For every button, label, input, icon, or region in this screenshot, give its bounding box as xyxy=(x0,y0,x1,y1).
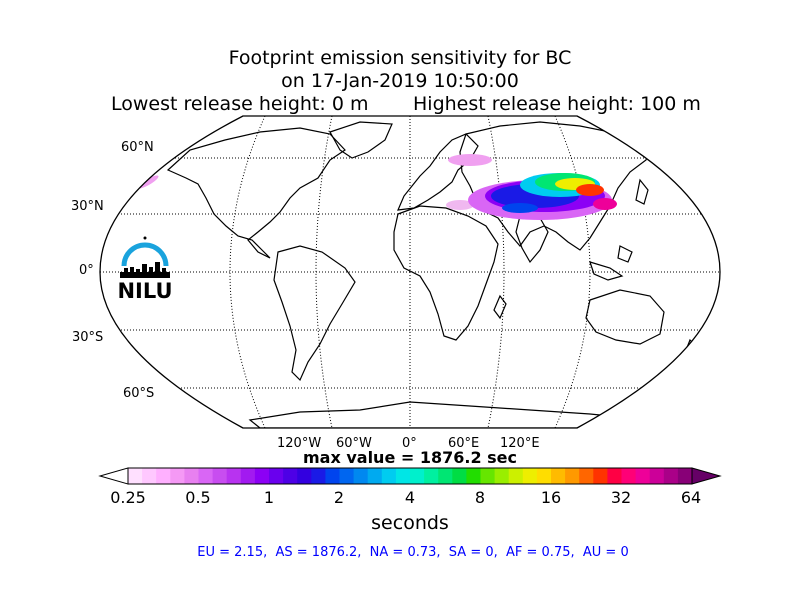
lon-label-0: 0° xyxy=(402,436,417,451)
lowest-release-height: Lowest release height: 0 m xyxy=(111,93,369,115)
lat-label-30s: 30°S xyxy=(72,330,104,345)
lat-label-30n: 30°N xyxy=(71,199,104,214)
colorbar-cell xyxy=(522,468,538,484)
colorbar-cell xyxy=(381,468,397,484)
colorbar-cell xyxy=(339,468,355,484)
colorbar-min-extension xyxy=(98,467,129,485)
max-value-label: max value = 1876.2 sec xyxy=(302,448,518,467)
lon-label-120e: 120°E xyxy=(500,436,540,451)
colorbar-max-extension xyxy=(691,467,722,485)
colorbar-cell xyxy=(438,468,453,484)
regional-stats: EU = 2.15, AS = 1876.2, NA = 0.73, SA = … xyxy=(197,545,629,560)
highest-release-height: Highest release height: 100 m xyxy=(413,93,701,115)
colorbar-cell xyxy=(424,468,439,484)
colorbar-cell xyxy=(254,468,270,484)
map-boundary xyxy=(99,115,721,429)
emission-sensitivity-plume xyxy=(137,154,617,220)
colorbar-cell xyxy=(410,468,425,484)
colorbar-cell xyxy=(466,468,481,484)
colorbar-tick-8: 64 xyxy=(680,488,702,507)
nilu-logo: NILU xyxy=(114,234,176,304)
colorbar-tick-7: 32 xyxy=(610,488,632,507)
colorbar-tick-0: 0.25 xyxy=(110,488,146,507)
colorbar-cell xyxy=(283,468,298,484)
colorbar-cell xyxy=(579,468,594,484)
title-line-2: on 17-Jan-2019 10:50:00 xyxy=(281,70,519,92)
colorbar-cell xyxy=(593,468,608,484)
colorbar-tick-2: 1 xyxy=(263,488,275,507)
colorbar-cell xyxy=(297,468,312,484)
colorbar-cell xyxy=(226,468,242,484)
colorbar-tick-5: 8 xyxy=(474,488,486,507)
title-line-1: Footprint emission sensitivity for BC xyxy=(228,47,572,69)
colorbar-cell xyxy=(240,468,256,484)
colorbar-cell xyxy=(269,468,284,484)
colorbar-cell xyxy=(480,468,496,484)
colorbar-tick-3: 2 xyxy=(333,488,345,507)
colorbar-unit: seconds xyxy=(371,512,449,534)
colorbar-cell xyxy=(635,468,651,484)
colorbar-cell xyxy=(353,468,369,484)
lat-label-60n: 60°N xyxy=(121,140,154,155)
nilu-logo-text: NILU xyxy=(117,279,173,303)
colorbar-cell xyxy=(156,468,171,484)
colorbar-cell xyxy=(142,468,157,484)
lon-label-60w: 60°W xyxy=(336,436,372,451)
colorbar-cell xyxy=(395,468,411,484)
lat-label-0: 0° xyxy=(79,263,94,278)
colorbar-tick-6: 16 xyxy=(540,488,562,507)
colorbar-cell xyxy=(212,468,228,484)
colorbar-tick-4: 4 xyxy=(404,488,416,507)
lon-label-120w: 120°W xyxy=(277,436,322,451)
colorbar-cell xyxy=(452,468,467,484)
colorbar-cell xyxy=(551,468,566,484)
lat-label-60s: 60°S xyxy=(123,386,155,401)
lon-label-60e: 60°E xyxy=(448,436,480,451)
colorbar-cell xyxy=(621,468,637,484)
colorbar-frame xyxy=(127,467,693,485)
colorbar-cell xyxy=(494,468,510,484)
longitude-gridlines xyxy=(229,116,591,428)
colorbar-cell xyxy=(607,468,622,484)
colorbar-cell xyxy=(311,468,326,484)
colorbar-cell xyxy=(170,468,185,484)
colorbar-cell xyxy=(367,468,383,484)
nilu-logo-mark xyxy=(120,236,170,278)
colorbar-cell xyxy=(663,468,679,484)
colorbar-cell xyxy=(649,468,665,484)
colorbar-cell xyxy=(184,468,199,484)
colorbar-cell xyxy=(536,468,552,484)
colorbar-cell xyxy=(198,468,214,484)
colorbar-cell xyxy=(128,468,143,484)
colorbar-tick-1: 0.5 xyxy=(185,488,211,507)
colorbar-cell xyxy=(677,468,693,484)
colorbar-cell xyxy=(565,468,580,484)
colorbar-cell xyxy=(325,468,340,484)
colorbar-cell xyxy=(508,468,524,484)
